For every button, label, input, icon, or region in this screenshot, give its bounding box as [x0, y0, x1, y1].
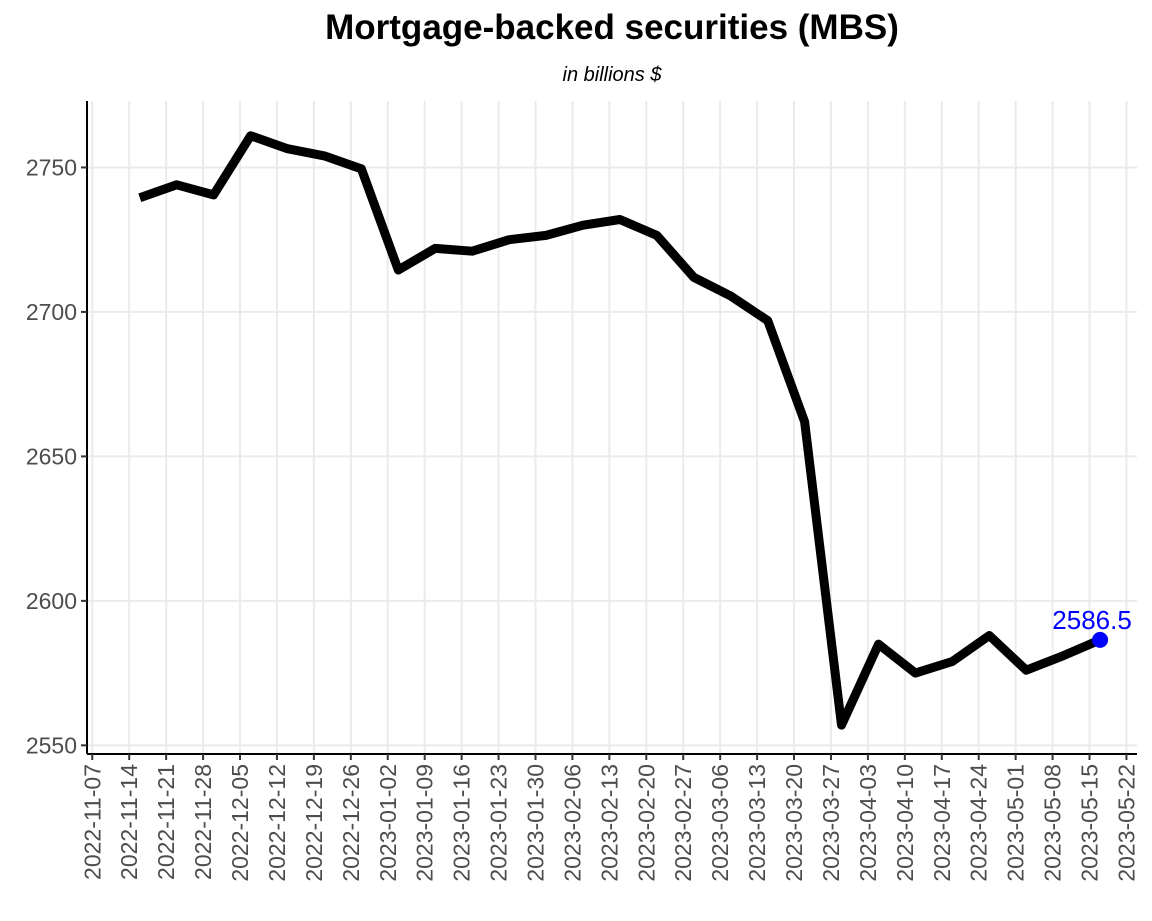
x-tick-label: 2023-01-09 — [412, 764, 438, 882]
y-tick-label: 2750 — [26, 154, 77, 180]
x-tick-label: 2023-01-23 — [486, 764, 512, 882]
x-tick-label: 2023-03-27 — [818, 764, 844, 882]
x-tick-label: 2023-05-01 — [1003, 764, 1029, 882]
x-tick-label: 2023-04-24 — [966, 764, 992, 882]
x-tick-label: 2023-03-13 — [744, 764, 770, 882]
x-tick-label: 2022-11-14 — [116, 764, 142, 880]
x-tick-label: 2023-01-02 — [375, 764, 401, 882]
x-tick-label: 2023-04-17 — [929, 764, 955, 882]
x-tick-label: 2022-11-28 — [190, 764, 216, 880]
x-tick-label: 2023-02-20 — [633, 764, 659, 882]
x-tick-label: 2022-12-26 — [338, 764, 364, 882]
x-tick-label: 2023-05-15 — [1077, 764, 1103, 882]
y-tick-label: 2550 — [26, 732, 77, 758]
y-tick-label: 2650 — [26, 443, 77, 469]
chart-subtitle: in billions $ — [562, 64, 662, 86]
x-tick-label: 2023-04-10 — [892, 764, 918, 882]
x-tick-label: 2023-02-27 — [670, 764, 696, 882]
x-tick-label: 2023-03-06 — [707, 764, 733, 882]
grid — [87, 101, 1137, 754]
x-tick-label: 2023-05-22 — [1113, 764, 1139, 882]
x-tick-label: 2023-02-13 — [596, 764, 622, 882]
y-tick-label: 2700 — [26, 299, 77, 325]
chart-title: Mortgage-backed securities (MBS) — [325, 8, 899, 47]
x-tick-label: 2023-01-16 — [449, 764, 475, 882]
x-tick-label: 2023-01-30 — [522, 764, 548, 882]
last-value-marker — [1092, 631, 1109, 648]
series — [138, 131, 1102, 730]
x-tick-label: 2023-03-20 — [781, 764, 807, 882]
x-tick-label: 2023-04-03 — [855, 764, 881, 882]
x-tick-label: 2023-02-06 — [559, 764, 585, 882]
annotations: 2586.5 — [1052, 605, 1132, 648]
x-tick-label: 2022-12-05 — [227, 764, 253, 882]
last-value-label: 2586.5 — [1052, 605, 1132, 635]
y-tick-label: 2600 — [26, 588, 77, 614]
axes: 2550 2600 2650 2700 2750 2022-11-07 2022-11-14… — [26, 101, 1139, 882]
x-tick-label: 2022-12-19 — [301, 764, 327, 882]
x-tick-label: 2022-11-21 — [153, 764, 179, 880]
x-tick-label: 2022-11-07 — [79, 764, 105, 880]
x-tick-label: 2023-05-08 — [1040, 764, 1066, 882]
x-tick-label: 2022-12-12 — [264, 764, 290, 882]
series-line — [138, 131, 1102, 730]
